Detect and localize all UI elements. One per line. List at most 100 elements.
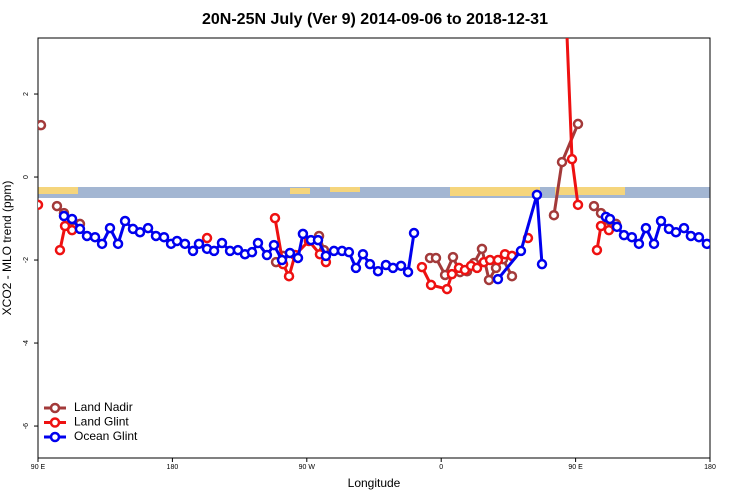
y-tick-label: -6	[23, 423, 30, 429]
plot-area	[38, 38, 710, 295]
point	[483, 274, 495, 286]
point	[216, 237, 228, 249]
point	[572, 199, 584, 211]
x-axis-label: Longitude	[348, 476, 401, 490]
point	[142, 222, 154, 234]
legend-label: Land Nadir	[74, 400, 133, 414]
point	[261, 249, 273, 261]
point	[89, 231, 101, 243]
y-tick-label: -2	[23, 257, 30, 263]
point	[58, 210, 70, 222]
point	[150, 230, 162, 242]
point	[648, 238, 660, 250]
point	[492, 273, 504, 285]
point	[566, 153, 578, 165]
point	[51, 200, 63, 212]
point	[611, 221, 623, 233]
point	[678, 222, 690, 234]
point	[425, 279, 437, 291]
y-tick-label: 0	[23, 175, 30, 179]
point	[179, 238, 191, 250]
point	[604, 213, 616, 225]
point	[395, 260, 407, 272]
point	[292, 252, 304, 264]
point	[640, 222, 652, 234]
point	[402, 266, 414, 278]
point	[96, 238, 108, 250]
point	[633, 238, 645, 250]
point	[471, 262, 483, 274]
x-tick-label: 90 E	[568, 464, 583, 471]
point	[283, 270, 295, 282]
point	[297, 228, 309, 240]
point	[201, 232, 213, 244]
point	[447, 251, 459, 263]
point	[357, 248, 369, 260]
point	[38, 199, 44, 211]
point	[655, 215, 667, 227]
legend-label: Ocean Glint	[74, 429, 138, 443]
point	[506, 270, 518, 282]
point	[572, 118, 584, 130]
point	[246, 246, 258, 258]
point	[66, 213, 78, 225]
point	[588, 200, 600, 212]
point	[193, 238, 205, 250]
y-tick-label: 2	[23, 92, 30, 96]
legend-marker	[49, 431, 61, 443]
x-tick-label: 180	[167, 464, 179, 471]
point	[591, 244, 603, 256]
x-tick-label: 180	[704, 464, 716, 471]
point	[320, 250, 332, 262]
chart-title: 20N-25N July (Ver 9) 2014-09-06 to 2018-…	[202, 11, 548, 28]
point	[284, 247, 296, 259]
y-tick-label: -4	[23, 340, 30, 346]
point	[515, 245, 527, 257]
point	[112, 238, 124, 250]
point	[556, 156, 568, 168]
point	[54, 244, 66, 256]
point	[430, 252, 442, 264]
point	[548, 209, 560, 221]
point	[104, 222, 116, 234]
plot-frame	[37, 37, 711, 459]
point	[626, 231, 638, 243]
point	[187, 245, 199, 257]
point	[372, 265, 384, 277]
point	[685, 230, 697, 242]
point	[158, 231, 170, 243]
point	[350, 262, 362, 274]
point	[670, 226, 682, 238]
series-line	[55, 123, 617, 285]
x-tick-label: 90 W	[299, 464, 316, 471]
point	[364, 258, 376, 270]
point	[38, 119, 47, 131]
point	[536, 258, 548, 270]
point	[252, 237, 264, 249]
point	[595, 220, 607, 232]
point	[693, 231, 705, 243]
point	[208, 245, 220, 257]
x-tick-label: 0	[439, 464, 443, 471]
point	[74, 223, 86, 235]
point	[269, 212, 281, 224]
point	[119, 215, 131, 227]
x-tick-label: 90 E	[31, 464, 46, 471]
legend-marker	[49, 417, 61, 428]
point	[476, 243, 488, 255]
point	[408, 227, 420, 239]
map-strip	[38, 187, 710, 198]
point	[492, 254, 504, 266]
point	[416, 261, 428, 273]
point	[66, 224, 78, 236]
point	[343, 246, 355, 258]
point	[328, 245, 340, 257]
point	[268, 239, 280, 251]
point	[276, 254, 288, 266]
point	[441, 283, 453, 295]
point	[312, 234, 324, 246]
legend-marker	[49, 402, 61, 414]
point	[603, 224, 615, 236]
point	[531, 189, 543, 201]
